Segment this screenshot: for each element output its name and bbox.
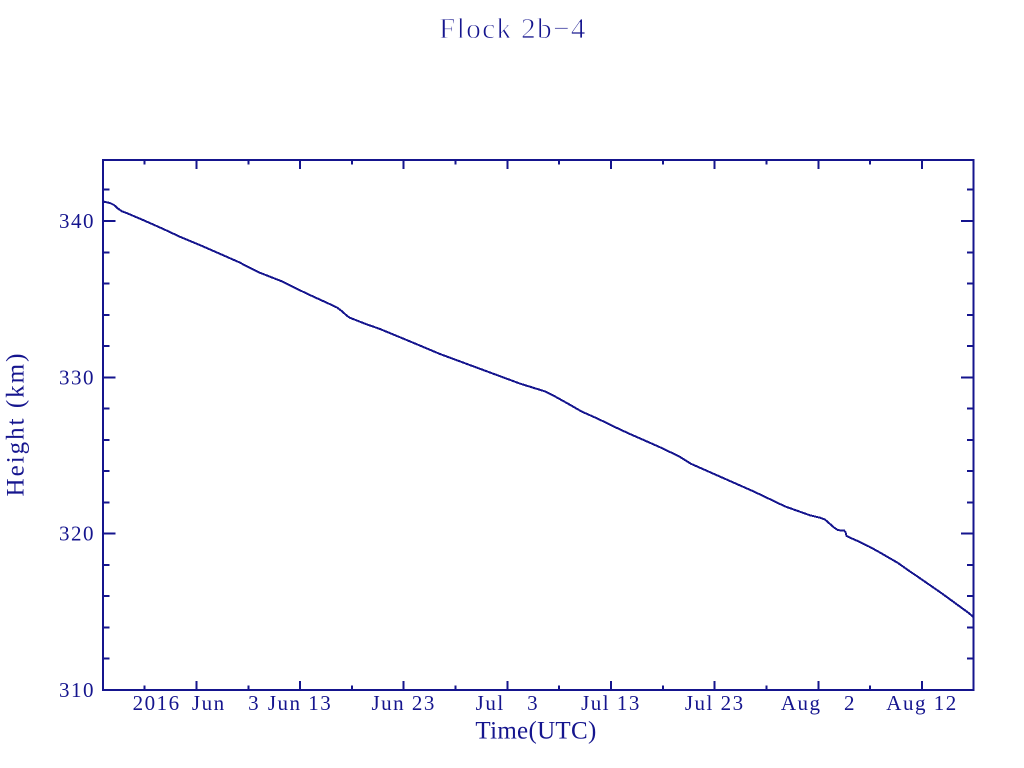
svg-text:Flock 2b−4: Flock 2b−4 xyxy=(439,13,587,45)
svg-text:Jun 13: Jun 13 xyxy=(268,691,332,715)
svg-text:320: 320 xyxy=(59,522,95,546)
svg-text:Jul 23: Jul 23 xyxy=(685,691,745,715)
svg-text:2016 Jun 3: 2016 Jun 3 xyxy=(133,691,260,715)
svg-text:310: 310 xyxy=(59,678,95,702)
svg-text:Height (km): Height (km) xyxy=(3,352,30,497)
svg-text:Jun 23: Jun 23 xyxy=(371,691,435,715)
svg-text:340: 340 xyxy=(59,209,95,233)
svg-text:Aug 12: Aug 12 xyxy=(886,691,957,715)
svg-text:330: 330 xyxy=(59,365,95,389)
svg-text:Aug 2: Aug 2 xyxy=(781,691,856,715)
svg-text:Jul 3: Jul 3 xyxy=(476,691,540,715)
svg-text:Jul 13: Jul 13 xyxy=(581,691,641,715)
svg-text:Time(UTC): Time(UTC) xyxy=(475,717,596,744)
